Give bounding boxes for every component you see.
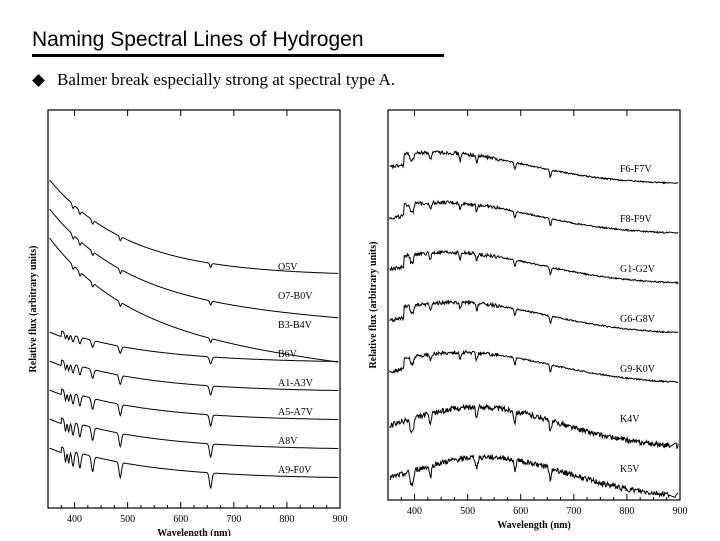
x-tick-label: 900 [333,514,348,525]
x-tick-label: 900 [673,506,688,517]
spectral-type-label: K5V [620,464,640,475]
diamond-bullet-icon [32,73,45,87]
spectrum-line [49,208,339,319]
spectrum-line [49,359,339,396]
x-axis-label: Wavelength (nm) [497,520,571,531]
spectrum-line [49,417,339,459]
spectrum-line [389,149,679,185]
spectrum-line [389,453,679,499]
spectral-type-label: K4V [620,414,640,425]
spectrum-line [389,249,679,285]
spectral-type-label: O5V [278,262,298,273]
y-axis-label: Relative flux (arbitrary units) [28,246,39,373]
spectrum-line [389,298,679,334]
spectral-type-label: G1-G2V [620,264,656,275]
spectrum-line [49,179,339,274]
x-tick-label: 400 [407,506,422,517]
x-axis-label: Wavelength (nm) [157,528,231,536]
spectrum-line [49,446,339,490]
spectral-type-label: B3-B4V [278,320,313,331]
spectrum-line [389,349,679,383]
left-spectra-chart: 400 500 600 700 800 900 Wavelength (nm) Relativ… [28,109,348,539]
plot-frame [47,109,341,509]
right-spectra-panel: 400 500 600 700 800 900 Wavelength (nm) Relativ… [368,104,690,536]
x-tick-label: 600 [173,514,188,525]
spectral-type-label: A1-A3V [278,378,314,389]
spectrum-line [49,388,339,428]
spectral-type-label: B6V [278,349,298,360]
spectral-type-label: G6-G8V [620,314,656,325]
x-tick-label: 700 [226,514,241,525]
left-spectra-panel: 400 500 600 700 800 900 Wavelength (nm) Relativ… [28,104,350,539]
x-tick-label: 600 [513,506,528,517]
bullet-text: Balmer break especially strong at spectr… [57,70,395,89]
spectral-type-label: F8-F9V [620,214,652,225]
spectral-type-label: A9-F0V [278,465,312,476]
x-tick-label: 800 [619,506,634,517]
y-axis-label: Relative flux (arbitrary units) [368,242,379,369]
x-tick-label: 800 [279,514,294,525]
slide-title: Naming Spectral Lines of Hydrogen [32,28,364,51]
spectrum-line [389,199,679,234]
spectral-type-label: F6-F7V [620,164,652,175]
spectrum-line [389,403,679,450]
spectral-type-label: G9-K0V [620,364,656,375]
x-tick-label: 500 [460,506,475,517]
title-underline [32,54,444,57]
x-tick-label: 700 [566,506,581,517]
x-tick-label: 400 [67,514,82,525]
bullet-item: Balmer break especially strong at spectr… [32,70,395,90]
spectral-type-label: O7-B0V [278,291,313,302]
spectral-type-label: A8V [278,436,298,447]
right-spectra-chart: 400 500 600 700 800 900 Wavelength (nm) Relativ… [368,109,688,531]
x-tick-label: 500 [120,514,135,525]
spectrum-line [49,237,339,363]
spectral-type-label: A5-A7V [278,407,314,418]
spectrum-line [49,330,339,365]
